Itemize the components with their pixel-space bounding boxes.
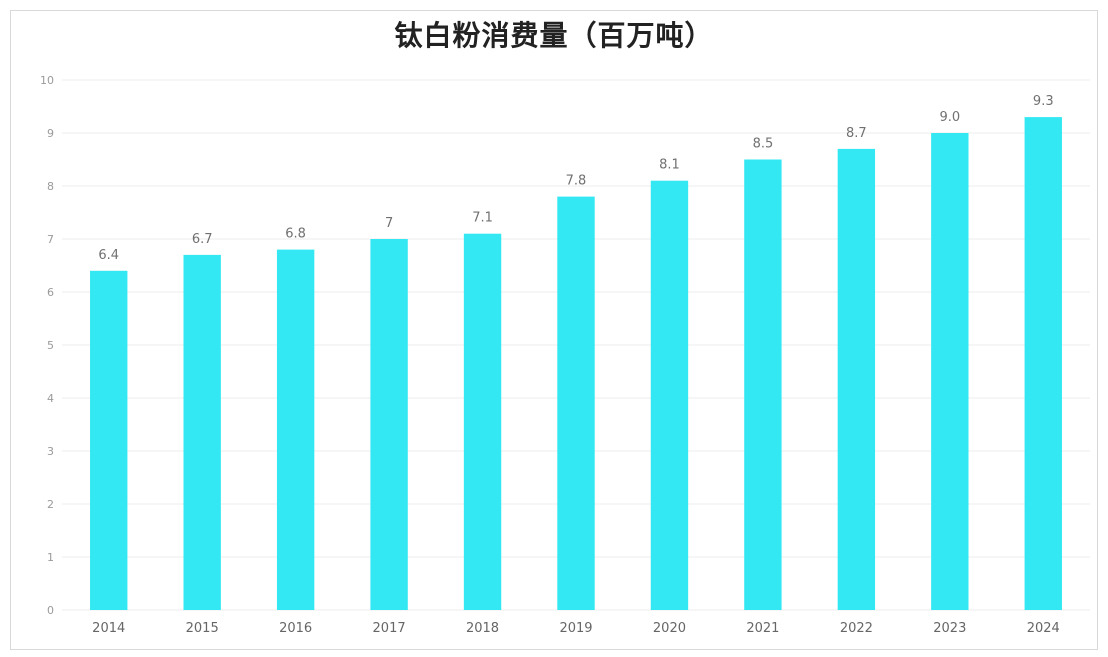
y-tick-label: 2 bbox=[47, 498, 54, 511]
category-label-2019: 2019 bbox=[559, 621, 592, 636]
y-tick-label: 3 bbox=[47, 445, 54, 458]
data-label-2019: 7.8 bbox=[566, 174, 587, 189]
bar-2016 bbox=[276, 249, 315, 610]
category-label-2016: 2016 bbox=[279, 621, 312, 636]
data-label-2015: 6.7 bbox=[192, 232, 213, 247]
category-label-2020: 2020 bbox=[653, 621, 686, 636]
data-label-2021: 8.5 bbox=[753, 137, 774, 152]
bar-2019 bbox=[557, 196, 595, 610]
category-label-2022: 2022 bbox=[840, 621, 873, 636]
y-tick-label: 6 bbox=[47, 286, 54, 299]
data-label-2024: 9.3 bbox=[1033, 94, 1054, 109]
y-tick-label: 0 bbox=[47, 604, 54, 617]
bar-2018 bbox=[463, 233, 502, 610]
data-label-2016: 6.8 bbox=[285, 227, 306, 242]
data-label-2022: 8.7 bbox=[846, 126, 867, 141]
category-label-2018: 2018 bbox=[466, 621, 499, 636]
data-label-2020: 8.1 bbox=[659, 158, 680, 173]
category-label-2014: 2014 bbox=[92, 621, 125, 636]
bar-2021 bbox=[744, 159, 782, 610]
bar-2017 bbox=[370, 239, 408, 610]
category-label-2023: 2023 bbox=[933, 621, 966, 636]
data-label-2017: 7 bbox=[385, 216, 393, 231]
chart-title: 钛白粉消费量（百万吨） bbox=[394, 19, 714, 52]
category-label-2015: 2015 bbox=[186, 621, 219, 636]
x-axis-categories: 2014 2015 2016 2017 2018 2019 2020 2021 2022 2023… bbox=[92, 621, 1060, 636]
bar-2023 bbox=[931, 133, 969, 610]
bar-2022 bbox=[837, 148, 876, 610]
y-tick-label: 7 bbox=[47, 233, 54, 246]
data-label-2018: 7.1 bbox=[472, 211, 493, 226]
y-tick-label: 1 bbox=[47, 551, 54, 564]
category-label-2021: 2021 bbox=[746, 621, 779, 636]
data-label-2023: 9.0 bbox=[939, 110, 960, 125]
category-label-2024: 2024 bbox=[1027, 621, 1060, 636]
y-tick-label: 8 bbox=[47, 180, 54, 193]
bars bbox=[90, 117, 1062, 610]
y-tick-label: 10 bbox=[40, 74, 54, 87]
bar-2015 bbox=[183, 254, 221, 610]
data-label-2014: 6.4 bbox=[98, 248, 119, 263]
y-tick-label: 5 bbox=[47, 339, 54, 352]
y-tick-label: 4 bbox=[47, 392, 54, 405]
y-tick-label: 9 bbox=[47, 127, 54, 140]
bar-2024 bbox=[1024, 117, 1062, 610]
bar-2020 bbox=[650, 180, 689, 610]
category-label-2017: 2017 bbox=[373, 621, 406, 636]
y-axis-ticks: 0 1 2 3 4 5 6 7 8 9 10 bbox=[40, 74, 54, 617]
bar-2014 bbox=[90, 270, 128, 610]
data-labels: 6.4 6.7 6.8 7 7.1 7.8 8.1 8.5 8.7 9.0 9.3 bbox=[98, 94, 1053, 263]
